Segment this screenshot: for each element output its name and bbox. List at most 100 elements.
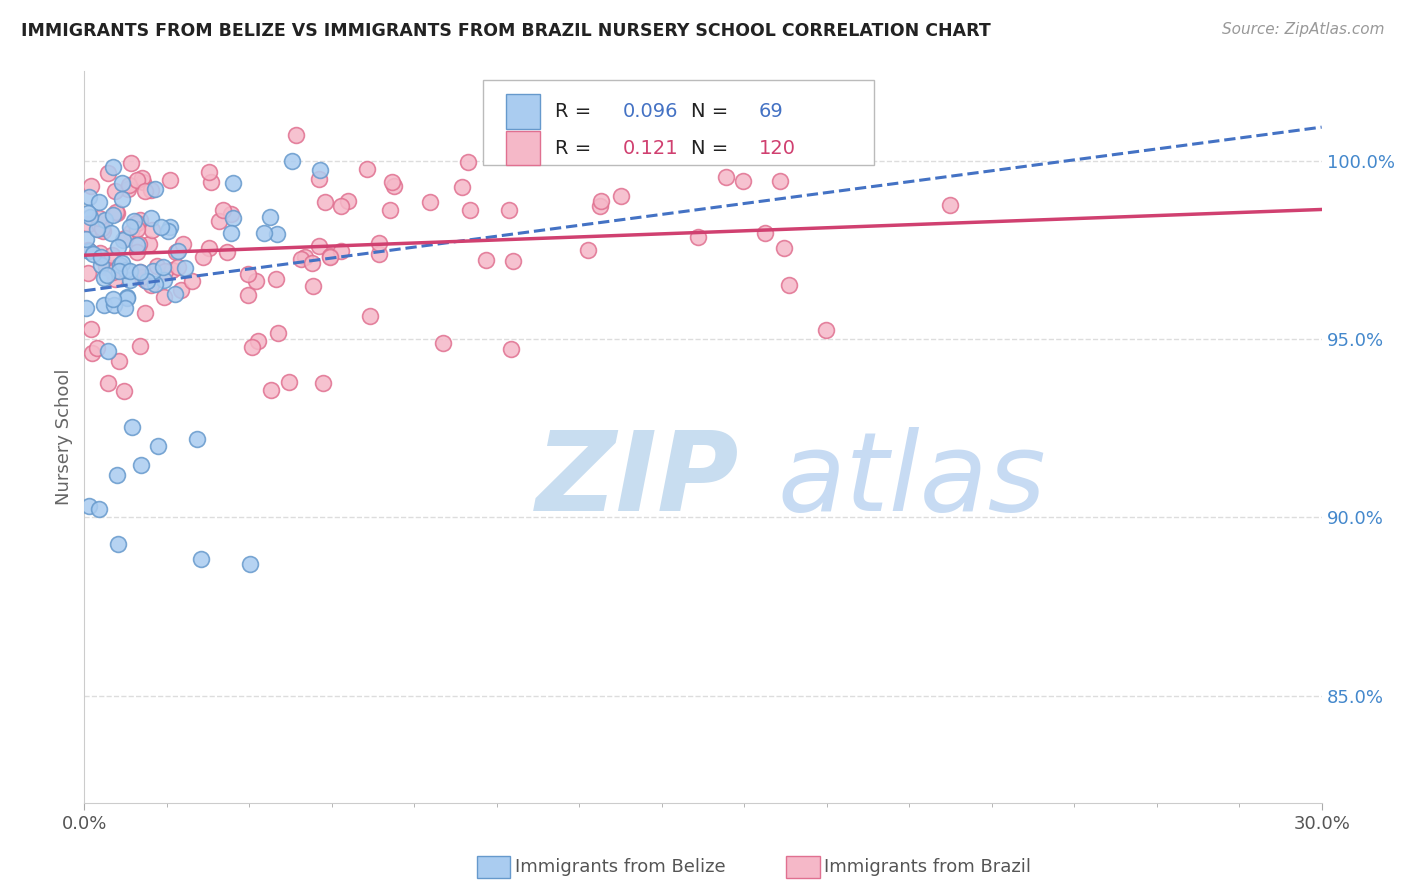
Point [381, 175, 404, 189]
Point [86, 341, 108, 355]
Point [97, 376, 120, 390]
Point [294, 251, 316, 265]
Point [141, 222, 163, 236]
Point [731, 173, 754, 187]
Point [87, 194, 110, 209]
Point [191, 250, 214, 264]
Point [432, 335, 454, 350]
Point [122, 214, 145, 228]
Point [141, 183, 163, 197]
Point [120, 156, 142, 170]
Point [89, 246, 111, 260]
Point [498, 202, 520, 217]
Point [101, 160, 124, 174]
Point [149, 219, 172, 234]
Point [222, 211, 245, 225]
Point [139, 211, 162, 225]
Point [104, 184, 127, 198]
Point [236, 267, 259, 281]
Point [107, 259, 129, 273]
Point [97, 344, 120, 359]
Text: 0.096: 0.096 [623, 102, 678, 121]
Point [356, 161, 378, 176]
Point [120, 220, 142, 235]
Point [87, 218, 110, 232]
Point [384, 178, 406, 193]
Point [198, 165, 221, 179]
Point [76, 205, 98, 219]
Point [107, 240, 129, 254]
Point [186, 432, 208, 446]
Point [80, 322, 103, 336]
Point [120, 264, 142, 278]
Point [100, 226, 122, 240]
Point [238, 288, 260, 302]
Point [117, 290, 139, 304]
Point [129, 212, 152, 227]
Point [77, 244, 100, 259]
Point [610, 189, 633, 203]
Point [127, 221, 149, 235]
Point [169, 283, 191, 297]
Point [114, 231, 136, 245]
Text: N =: N = [690, 138, 734, 158]
Point [198, 241, 221, 255]
Point [103, 298, 125, 312]
Point [87, 221, 110, 235]
Point [108, 259, 131, 273]
Point [458, 202, 481, 217]
Point [129, 265, 152, 279]
Point [77, 190, 100, 204]
Point [337, 194, 360, 208]
Point [107, 264, 129, 278]
Point [200, 175, 222, 189]
Point [105, 468, 128, 483]
Point [167, 244, 190, 258]
Point [115, 263, 138, 277]
Text: R =: R = [554, 102, 598, 121]
Point [129, 339, 152, 353]
Point [267, 326, 290, 340]
Point [117, 182, 139, 196]
Text: IMMIGRANTS FROM BELIZE VS IMMIGRANTS FROM BRAZIL NURSERY SCHOOL CORRELATION CHAR: IMMIGRANTS FROM BELIZE VS IMMIGRANTS FRO… [21, 22, 991, 40]
Point [378, 202, 401, 217]
Point [312, 376, 335, 391]
Point [141, 278, 163, 293]
Point [132, 176, 155, 190]
Point [260, 383, 283, 397]
Point [77, 266, 100, 280]
Text: N =: N = [690, 102, 734, 121]
Point [308, 171, 330, 186]
Point [115, 291, 138, 305]
Point [159, 220, 181, 235]
Point [419, 194, 441, 209]
Point [100, 248, 122, 262]
Point [246, 334, 269, 349]
Text: 69: 69 [759, 102, 783, 121]
Point [79, 210, 101, 224]
Point [105, 204, 128, 219]
Point [82, 247, 104, 261]
Point [112, 384, 135, 399]
Point [367, 236, 389, 251]
Point [118, 178, 141, 192]
Point [90, 251, 112, 265]
Point [112, 233, 135, 247]
Point [239, 558, 262, 572]
Point [80, 345, 103, 359]
Point [208, 214, 231, 228]
Point [156, 223, 179, 237]
Point [285, 128, 308, 142]
Point [93, 224, 115, 238]
Text: Immigrants from Belize: Immigrants from Belize [515, 858, 725, 876]
Text: Source: ZipAtlas.com: Source: ZipAtlas.com [1222, 22, 1385, 37]
Y-axis label: Nursery School: Nursery School [55, 368, 73, 506]
Point [451, 180, 474, 194]
Point [87, 211, 110, 225]
Point [222, 176, 245, 190]
Point [101, 265, 124, 279]
Point [174, 261, 197, 276]
Point [155, 264, 177, 278]
Point [591, 194, 613, 208]
Point [245, 274, 267, 288]
